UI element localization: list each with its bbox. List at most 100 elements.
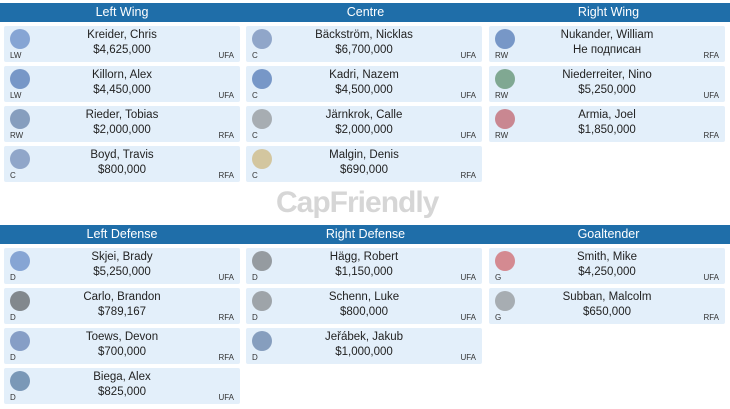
player-position: C [252,51,258,60]
player-name[interactable]: Nukander, William [560,29,654,41]
player-card[interactable]: Boyd, Travis $800,000 C RFA [4,146,240,182]
player-status: UFA [460,353,476,362]
flyers-icon [252,251,272,271]
player-position: RW [495,131,509,140]
header-right-defense: Right Defense [325,227,406,241]
player-position: LW [10,51,22,60]
player-name[interactable]: Killorn, Alex [91,69,153,81]
player-status: RFA [703,131,719,140]
player-name[interactable]: Schenn, Luke [328,291,400,303]
forwards-columns: Kreider, Chris $4,625,000 LW UFA Killorn, Al… [0,26,730,186]
forwards-header-row: Left Wing Centre Right Wing [0,3,730,22]
predators-icon [252,109,272,129]
player-status: UFA [460,51,476,60]
defense-header-row: Left Defense Right Defense Goaltender [0,225,730,244]
header-centre: Centre [346,5,385,19]
player-card[interactable]: Skjei, Brady $5,250,000 D UFA [4,248,240,284]
player-cap-hit: $6,700,000 [335,44,393,56]
player-name[interactable]: Smith, Mike [576,251,638,263]
canucks-icon [10,371,30,391]
player-card[interactable]: Killorn, Alex $4,450,000 LW UFA [4,66,240,102]
player-column: Smith, Mike $4,250,000 G UFA Subban, Malcolm… [487,248,730,408]
player-position: D [252,313,258,322]
player-cap-hit: $4,250,000 [578,266,636,278]
player-name[interactable]: Jeřábek, Jakub [325,331,403,343]
header-left-wing: Left Wing [95,5,149,19]
player-status: RFA [703,51,719,60]
oilers-icon [10,109,30,129]
player-card[interactable]: Kreider, Chris $4,625,000 LW UFA [4,26,240,62]
player-status: UFA [218,91,234,100]
player-cap-hit: $2,000,000 [335,124,393,136]
player-card[interactable]: Jeřábek, Jakub $1,000,000 D UFA [246,328,482,364]
player-column: Skjei, Brady $5,250,000 D UFA Carlo, Brandon… [0,248,244,408]
player-position: RW [10,131,24,140]
player-status: UFA [703,273,719,282]
player-name[interactable]: Kadri, Nazem [329,69,399,81]
player-column: Bäckström, Nicklas $6,700,000 C UFA Kadri, N… [244,26,487,186]
capfriendly-watermark: CapFriendly [276,186,439,219]
wild-icon [495,69,515,89]
player-cap-hit: $825,000 [98,386,146,398]
player-cap-hit: $789,167 [98,306,146,318]
islanders-icon [10,331,30,351]
player-name[interactable]: Järnkrok, Calle [325,109,403,121]
player-card[interactable]: Hägg, Robert $1,150,000 D UFA [246,248,482,284]
player-card[interactable]: Rieder, Tobias $2,000,000 RW RFA [4,106,240,142]
defense-goalie-section: Left Defense Right Defense Goaltender Sk… [0,225,730,408]
player-card[interactable]: Subban, Malcolm $650,000 G RFA [489,288,725,324]
lightning-icon [10,69,30,89]
player-cap-hit: $800,000 [340,306,388,318]
defense-columns: Skjei, Brady $5,250,000 D UFA Carlo, Brandon… [0,248,730,408]
player-card[interactable]: Biega, Alex $825,000 D UFA [4,368,240,404]
player-name[interactable]: Hägg, Robert [329,251,399,263]
player-status: RFA [218,353,234,362]
player-status: UFA [218,273,234,282]
player-card[interactable]: Schenn, Luke $800,000 D UFA [246,288,482,324]
player-name[interactable]: Armia, Joel [578,109,636,121]
rangers-icon [10,29,30,49]
player-position: C [252,91,258,100]
player-cap-hit: $4,500,000 [335,84,393,96]
player-card[interactable]: Armia, Joel $1,850,000 RW RFA [489,106,725,142]
player-name[interactable]: Boyd, Travis [90,149,154,161]
header-left-defense: Left Defense [86,227,158,241]
flames-icon [495,251,515,271]
player-card[interactable]: Toews, Devon $700,000 D RFA [4,328,240,364]
player-name[interactable]: Rieder, Tobias [85,109,159,121]
player-cap-hit: $650,000 [583,306,631,318]
player-name[interactable]: Kreider, Chris [87,29,157,41]
maple-leafs-icon [252,69,272,89]
golden-knights-icon [495,291,515,311]
player-name[interactable]: Carlo, Brandon [83,291,161,303]
player-card[interactable]: Nukander, William Не подписан RW RFA [489,26,725,62]
player-position: C [252,171,258,180]
player-name[interactable]: Malgin, Denis [329,149,399,161]
capitals-icon [252,29,272,49]
player-card[interactable]: Smith, Mike $4,250,000 G UFA [489,248,725,284]
player-name[interactable]: Skjei, Brady [91,251,153,263]
player-name[interactable]: Toews, Devon [85,331,159,343]
player-name[interactable]: Biega, Alex [93,371,151,383]
player-card[interactable]: Bäckström, Nicklas $6,700,000 C UFA [246,26,482,62]
player-status: UFA [218,393,234,402]
player-position: LW [10,91,22,100]
player-position: C [252,131,258,140]
player-card[interactable]: Carlo, Brandon $789,167 D RFA [4,288,240,324]
player-status: RFA [218,313,234,322]
player-card[interactable]: Niederreiter, Nino $5,250,000 RW UFA [489,66,725,102]
player-name[interactable]: Bäckström, Nicklas [315,29,413,41]
player-card[interactable]: Kadri, Nazem $4,500,000 C UFA [246,66,482,102]
player-name[interactable]: Niederreiter, Nino [562,69,652,81]
player-cap-hit: $4,625,000 [93,44,151,56]
player-cap-hit: $5,250,000 [578,84,636,96]
player-card[interactable]: Malgin, Denis $690,000 C RFA [246,146,482,182]
player-name[interactable]: Subban, Malcolm [562,291,652,303]
ducks-icon [252,291,272,311]
player-position: D [252,273,258,282]
player-status: UFA [703,91,719,100]
player-card[interactable]: Järnkrok, Calle $2,000,000 C UFA [246,106,482,142]
player-cap-hit: $5,250,000 [93,266,151,278]
capitals-icon [10,149,30,169]
player-column: Kreider, Chris $4,625,000 LW UFA Killorn, Al… [0,26,244,186]
